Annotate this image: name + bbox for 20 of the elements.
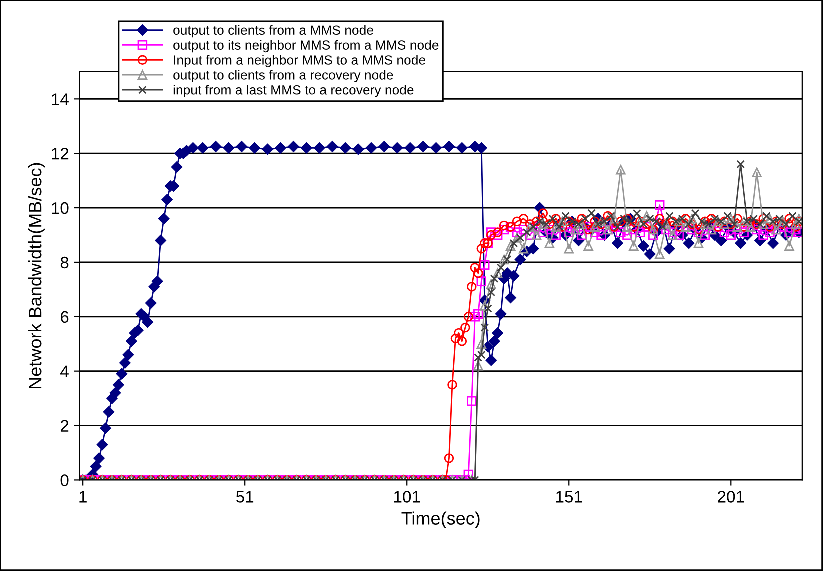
legend-label: output to clients from a recovery node [174, 70, 394, 82]
y-tick-label: 12 [52, 148, 69, 160]
x-tick-label: 51 [236, 491, 254, 503]
y-tick-label: 0 [60, 474, 69, 486]
legend-label: output to its neighbor MMS from a MMS node [174, 40, 439, 53]
y-tick-label: 2 [60, 420, 69, 432]
legend-label: input from a last MMS to a recovery node [174, 85, 414, 98]
y-tick-label: 10 [52, 202, 69, 214]
x-tick-label: 1 [80, 491, 87, 503]
y-tick-label: 8 [60, 256, 69, 269]
legend-label: output to clients from a MMS node [174, 25, 374, 38]
x-tick-label: 151 [556, 491, 582, 503]
y-tick-label: 4 [60, 366, 69, 378]
legend-label: Input from a neighbor MMS to a MMS node [174, 55, 426, 68]
y-tick-label: 6 [60, 311, 69, 324]
x-tick-label: 201 [718, 491, 744, 503]
y-tick-label: 14 [52, 94, 69, 106]
x-axis-title: Time(sec) [402, 512, 480, 529]
x-tick-label: 101 [394, 491, 420, 503]
y-axis-title: Network Bandwidth(MB/sec) [28, 163, 46, 388]
